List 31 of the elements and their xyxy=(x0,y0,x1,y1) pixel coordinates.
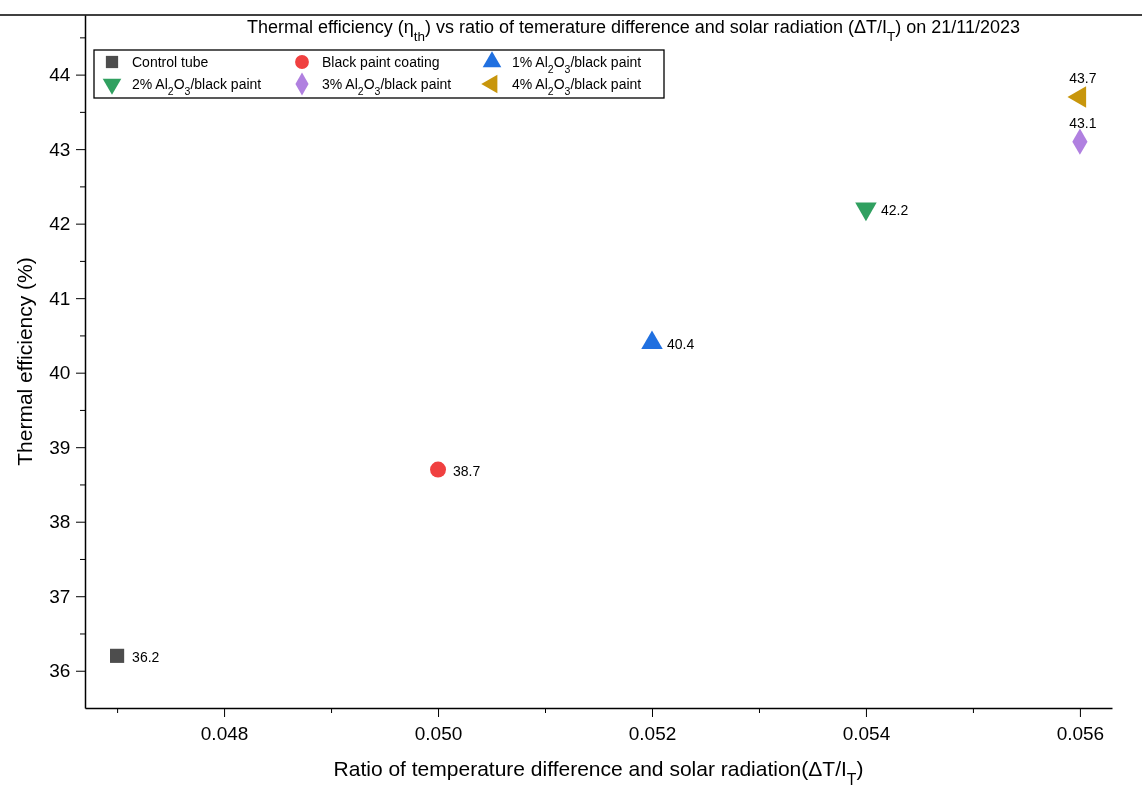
legend-label: 2% Al$_{2}$O$_{3}$/black paint xyxy=(132,76,262,97)
point xyxy=(110,648,125,663)
x-axis-title: Ratio of temperature difference and solar radiation(ΔT/I$_{T}$) xyxy=(333,757,864,786)
data-label: 42.2 xyxy=(880,201,909,218)
x-tick-label: 0.048 xyxy=(200,722,249,744)
point xyxy=(430,461,447,478)
legend-label: 4% Al$_{2}$O$_{3}$/black paint xyxy=(512,76,642,97)
y-tick-label: 43 xyxy=(49,138,71,160)
legend-label: Black paint coating xyxy=(322,54,440,70)
y-tick-label: 44 xyxy=(49,64,71,86)
legend-label: Control tube xyxy=(132,54,209,70)
y-tick-label: 40 xyxy=(49,362,71,384)
y-tick-label: 41 xyxy=(49,287,71,309)
x-tick-label: 0.050 xyxy=(414,722,463,744)
y-tick-label: 37 xyxy=(49,585,71,607)
y-tick-label: 42 xyxy=(49,213,71,235)
x-tick-label: 0.056 xyxy=(1056,722,1105,744)
y-tick-label: 38 xyxy=(49,511,71,533)
y-axis-title: Thermal efficiency (%) xyxy=(13,257,36,466)
data-label: 43.7 xyxy=(1069,69,1097,86)
chart-title: Thermal efficiency (η$_{th}$) vs ratio of temerature difference and solar radiation (ΔT/I$_{T}$) on 21/11/2023 xyxy=(247,17,1020,44)
y-tick-label: 36 xyxy=(49,660,71,682)
data-label: 43.1 xyxy=(1069,114,1097,131)
x-tick-label: 0.054 xyxy=(842,722,891,744)
x-tick-label: 0.052 xyxy=(628,722,677,744)
y-tick-label: 39 xyxy=(49,436,71,458)
data-label: 36.2 xyxy=(132,648,160,665)
data-label: 38.7 xyxy=(453,462,481,479)
data-label: 40.4 xyxy=(666,335,695,352)
legend-label: 3% Al$_{2}$O$_{3}$/black paint xyxy=(322,76,452,97)
legend-label: 1% Al$_{2}$O$_{3}$/black paint xyxy=(512,54,642,75)
